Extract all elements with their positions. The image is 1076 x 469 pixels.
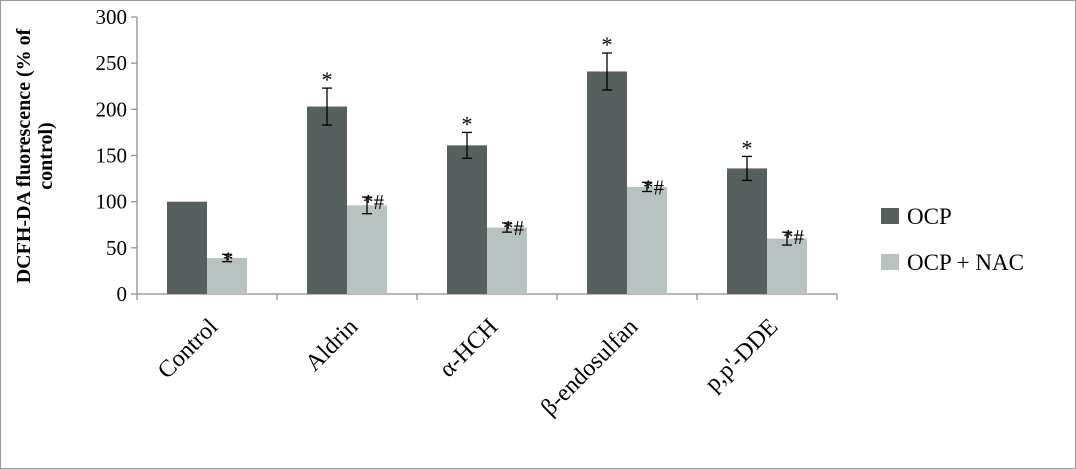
- legend-swatch: [881, 208, 899, 224]
- x-tick-label: p,p'-DDE: [700, 314, 783, 397]
- bar-ocp-nac: [627, 186, 667, 294]
- bar-ocp: [587, 71, 627, 294]
- y-tick-label: 200: [96, 97, 128, 121]
- significance-label: *#: [363, 190, 385, 214]
- y-axis-title: DCFH-DA fluorescence (% of control): [13, 28, 57, 283]
- significance-label: *#: [783, 225, 805, 249]
- y-tick-label: 150: [96, 144, 128, 168]
- bar-ocp: [447, 145, 487, 294]
- y-axis-title-line1: DCFH-DA fluorescence (% of: [13, 28, 35, 283]
- x-tick-label: α-HCH: [434, 314, 503, 383]
- significance-label: *#: [643, 175, 665, 199]
- significance-label: *: [462, 111, 473, 136]
- significance-label: *: [602, 32, 613, 57]
- x-tick-label: β-endosulfan: [536, 314, 643, 421]
- legend-label: OCP: [907, 204, 952, 229]
- significance-label: *#: [503, 216, 525, 240]
- bar-ocp: [167, 201, 207, 294]
- bars: * * *# * *# * *# * *#: [167, 32, 807, 295]
- y-tick-label: 250: [96, 51, 128, 75]
- x-tick-label: Aldrin: [301, 314, 364, 377]
- y-axis-title-line2: control): [35, 122, 57, 189]
- bar-ocp-nac: [487, 227, 527, 294]
- y-tick-label: 300: [96, 5, 128, 29]
- bar-ocp-nac: [347, 205, 387, 294]
- significance-label: *: [742, 135, 753, 160]
- axes: 0 50 100 150 200 250 300: [96, 5, 838, 306]
- legend-swatch: [881, 254, 899, 270]
- significance-label: *: [223, 247, 234, 271]
- y-tick-label: 0: [117, 282, 128, 306]
- bar-ocp-nac: [767, 238, 807, 294]
- legend-label: OCP + NAC: [907, 250, 1024, 275]
- y-tick-label: 50: [106, 236, 127, 260]
- legend: OCP OCP + NAC: [881, 204, 1024, 275]
- y-tick-label: 100: [96, 190, 128, 214]
- bar-ocp-nac: [207, 257, 247, 294]
- x-tick-label: Control: [153, 314, 223, 384]
- significance-label: *: [322, 67, 333, 92]
- bar-ocp: [307, 106, 347, 295]
- x-tick-labels: Control Aldrin α-HCH β-endosulfan p,p'-DDE: [153, 314, 783, 421]
- bar-ocp: [727, 168, 767, 294]
